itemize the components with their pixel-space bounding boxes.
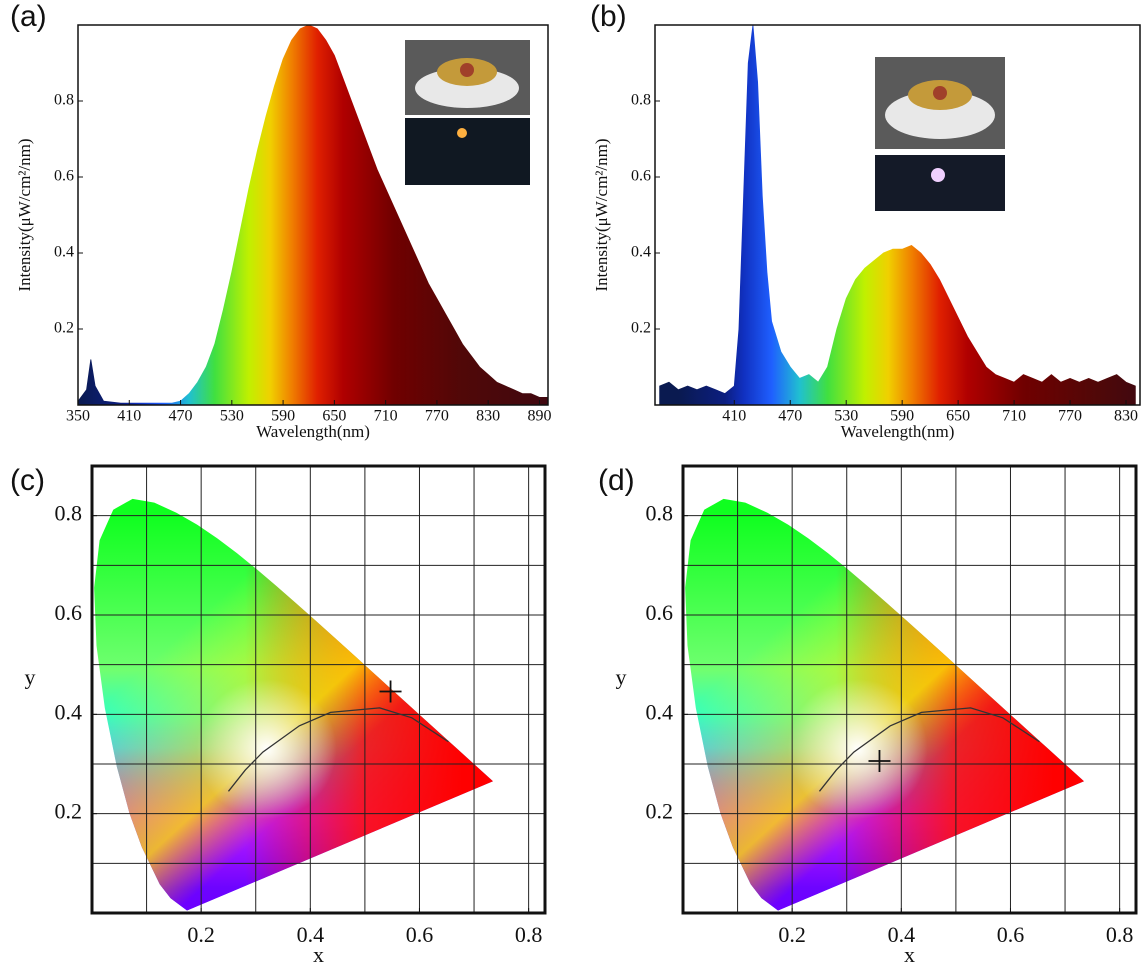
x-tick-label: 710 [374, 408, 398, 425]
x-tick-label: 410 [722, 408, 746, 425]
panel-label: (a) [10, 0, 47, 33]
planckian-locus [227, 707, 449, 792]
y-tick-label: 0.2 [631, 320, 651, 337]
panel-label: (b) [590, 0, 627, 33]
chromaticity-region [94, 498, 493, 911]
y-tick-label: 0.6 [631, 168, 651, 185]
x-tick-label: 770 [425, 408, 449, 425]
x-tick-label: 0.8 [1106, 922, 1134, 947]
x-tick-label: 0.8 [515, 922, 543, 947]
spectrum-area [659, 24, 1136, 406]
y-tick-label: 0.8 [631, 92, 651, 109]
x-axis-title: Wavelength(nm) [256, 422, 370, 441]
y-tick-label: 0.2 [646, 799, 674, 824]
y-axis-title: y [25, 665, 36, 690]
y-tick-label: 0.6 [54, 168, 74, 185]
x-tick-label: 410 [117, 408, 141, 425]
y-axis-title: y [616, 665, 627, 690]
y-tick-label: 0.4 [55, 699, 83, 724]
chromaticity-region [685, 498, 1084, 911]
panel-label: (d) [598, 464, 635, 497]
chromaticity-point [868, 750, 891, 773]
x-tick-label: 590 [890, 408, 914, 425]
x-tick-label: 530 [834, 408, 858, 425]
plot-frame [90, 464, 547, 915]
panel: (d) 0.2 0.4 0.6 0.8 0.2 0.4 0.6 0.8 x y [598, 464, 1138, 967]
x-tick-label: 830 [1114, 408, 1138, 425]
y-axis-title: Intensity(μW/cm²/nm) [15, 138, 34, 291]
y-tick-label: 0.6 [55, 600, 83, 625]
x-axis-title: x [904, 942, 915, 967]
x-axis-title: x [313, 942, 324, 967]
plot-frame [77, 24, 549, 406]
panel: (a) 350 410 470 530 590 650 710 770 830 890 0.2 0.4 0… [10, 0, 551, 441]
x-tick-label: 770 [1058, 408, 1082, 425]
y-tick-label: 0.4 [631, 244, 651, 261]
x-tick-label: 0.2 [187, 922, 215, 947]
y-axis-title: Intensity(μW/cm²/nm) [592, 138, 611, 291]
x-tick-label: 830 [476, 408, 500, 425]
y-tick-label: 0.4 [54, 244, 74, 261]
x-tick-label: 350 [66, 408, 90, 425]
panel: (c) 0.2 0.4 0.6 0.8 0.2 0.4 0.6 0.8 x y [10, 464, 547, 967]
plot-frame [681, 464, 1138, 915]
x-tick-label: 590 [271, 408, 295, 425]
x-tick-label: 0.6 [406, 922, 434, 947]
spectrum-area [77, 24, 549, 406]
x-tick-label: 0.2 [778, 922, 806, 947]
y-tick-label: 0.8 [646, 501, 674, 526]
chromaticity-point [379, 680, 402, 703]
panel: (b) 410 470 530 590 650 710 770 830 0.2 0.4 0.6 0.8 W… [590, 0, 1141, 441]
planckian-locus [818, 707, 1040, 792]
x-tick-label: 0.6 [997, 922, 1025, 947]
x-tick-label: 470 [778, 408, 802, 425]
x-tick-label: 470 [169, 408, 193, 425]
plot-frame [654, 24, 1141, 406]
y-tick-label: 0.8 [55, 501, 83, 526]
x-tick-label: 890 [527, 408, 551, 425]
y-tick-label: 0.2 [55, 799, 83, 824]
y-tick-label: 0.8 [54, 92, 74, 109]
inset-photos-a [405, 40, 530, 185]
inset-photos-b [875, 57, 1005, 211]
x-tick-label: 530 [220, 408, 244, 425]
y-tick-label: 0.6 [646, 600, 674, 625]
x-tick-label: 710 [1002, 408, 1026, 425]
x-axis-title: Wavelength(nm) [841, 422, 955, 441]
x-tick-label: 0.4 [297, 922, 325, 947]
x-tick-label: 650 [946, 408, 970, 425]
panel-label: (c) [10, 464, 45, 497]
y-tick-label: 0.2 [54, 320, 74, 337]
x-tick-label: 650 [322, 408, 346, 425]
x-tick-label: 0.4 [888, 922, 916, 947]
y-tick-label: 0.4 [646, 699, 674, 724]
